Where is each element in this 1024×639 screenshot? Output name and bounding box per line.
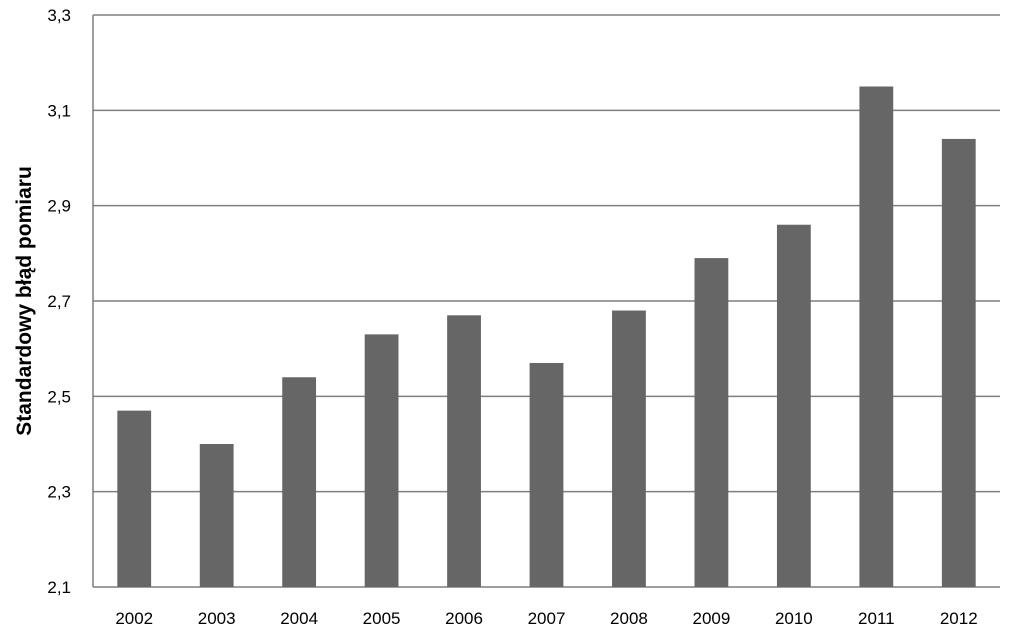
y-tick-label: 3,3 (47, 6, 71, 25)
bar-2007 (529, 362, 564, 587)
y-tick-label: 2,7 (47, 292, 71, 311)
x-tick-label: 2005 (363, 609, 401, 628)
x-tick-labels: 2002 2003 2004 2005 2006 2007 2008 2009 2010 2011… (115, 609, 977, 628)
y-tick-label: 2,1 (47, 578, 71, 597)
y-tick-label: 3,1 (47, 101, 71, 120)
bar-2003 (199, 444, 234, 587)
bar-2002 (117, 410, 152, 587)
x-tick-label: 2007 (528, 609, 566, 628)
x-tick-label: 2011 (858, 609, 895, 628)
bar-2005 (364, 334, 399, 587)
x-tick-label: 2009 (692, 609, 730, 628)
x-tick-label: 2006 (445, 609, 483, 628)
bar-2004 (282, 377, 317, 587)
x-tick-label: 2003 (198, 609, 236, 628)
y-tick-label: 2,3 (47, 483, 71, 502)
x-tick-label: 2010 (775, 609, 813, 628)
bar-2006 (447, 315, 481, 587)
bar-2012 (941, 138, 976, 587)
bar-2011 (859, 86, 894, 587)
x-tick-label: 2004 (280, 609, 318, 628)
y-tick-label: 2,9 (47, 197, 71, 216)
bar-2008 (612, 310, 646, 587)
bars (117, 86, 976, 587)
bar-2009 (694, 258, 729, 587)
x-tick-label: 2012 (940, 609, 978, 628)
y-tick-labels: 2,1 2,3 2,5 2,7 2,9 3,1 3,3 (47, 6, 71, 597)
x-tick-label: 2008 (610, 609, 648, 628)
bar-2010 (776, 224, 811, 587)
x-tick-label: 2002 (115, 609, 153, 628)
y-tick-label: 2,5 (47, 387, 71, 406)
y-axis-label: Standardowy błąd pomiaru (13, 166, 36, 436)
